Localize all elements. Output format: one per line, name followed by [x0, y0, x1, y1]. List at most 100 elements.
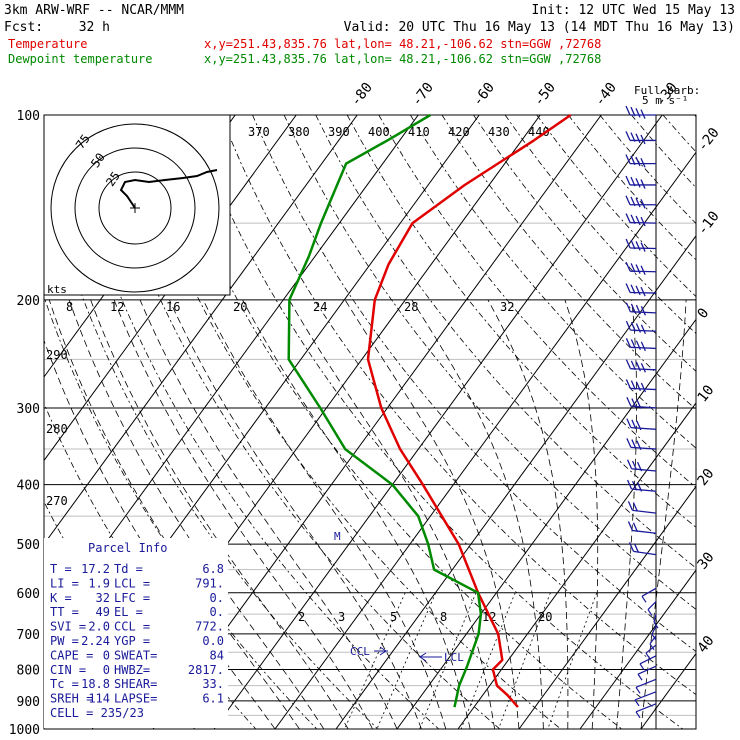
- lcl-marker: LCL: [419, 651, 464, 664]
- pressure-tick-label: 400: [17, 479, 40, 494]
- pressure-tick-label: 200: [17, 294, 40, 309]
- wind-barb: [625, 238, 657, 252]
- parcel-info-cell: CCL =: [114, 620, 150, 634]
- isotherm: [335, 235, 696, 729]
- theta-label: 400: [368, 125, 390, 139]
- isotherm: [518, 485, 696, 729]
- parcel-info-panel: Parcel Info T = 17.2 Td = 6.8 LI = 1.9 LCL = 79…: [44, 538, 228, 728]
- wind-barb: [626, 459, 657, 472]
- parcel-info-cell: SREH =: [50, 692, 93, 706]
- isotherm-label: 20: [695, 466, 718, 489]
- hodograph-unit: kts: [47, 283, 67, 296]
- moist-adiabat: [616, 299, 637, 729]
- isotherm-label: 10: [695, 382, 718, 405]
- wind-barb: [625, 154, 656, 168]
- parcel-info-cell: 772.: [195, 620, 224, 634]
- wind-barb: [626, 438, 657, 451]
- parcel-info-cell: 6.1: [202, 692, 224, 706]
- parcel-info-cell: 114: [88, 692, 110, 706]
- parcel-info-cell: 0.: [210, 591, 224, 605]
- parcel-info-cell: LFC =: [114, 591, 150, 605]
- mixing-ratio-line: [460, 592, 516, 729]
- parcel-info-cell: CIN =: [50, 663, 86, 677]
- parcel-info-cell: TT =: [50, 605, 79, 619]
- wind-barbs: [625, 105, 659, 729]
- dry-adiabat: [378, 115, 696, 488]
- pressure-tick-label: 700: [17, 628, 40, 643]
- wind-barb: [627, 521, 657, 534]
- legend-temperature-info: x,y=251.43,835.76 lat,lon= 48.21,-106.62…: [204, 37, 601, 51]
- dry-adiabat: [44, 171, 379, 729]
- theta-label: 370: [248, 125, 270, 139]
- isotherm: [274, 151, 696, 729]
- isotherm-label: -20: [695, 125, 723, 155]
- parcel-info-cell: SVI =: [50, 620, 86, 634]
- hodograph-ring-label: 50: [88, 150, 108, 170]
- wind-barb: [625, 175, 656, 189]
- isotherm-label: 0: [695, 305, 713, 321]
- moist-adiabat: [288, 299, 495, 729]
- upper-isotherm-label: 20: [233, 300, 247, 314]
- parcel-info-cell: 17.2: [81, 562, 110, 576]
- wind-barb: [626, 397, 657, 409]
- dewpoint-line: [287, 113, 483, 708]
- pressure-tick-label: 100: [17, 109, 40, 124]
- parcel-info-cell: LAPSE=: [114, 692, 157, 706]
- forecast-label: Fcst:: [4, 20, 43, 35]
- parcel-info-cell: 0.: [210, 605, 224, 619]
- pressure-tick-label: 1000: [9, 723, 40, 738]
- isotherm-label: 40: [695, 633, 718, 656]
- mixing-ratio-label: 8: [440, 610, 447, 624]
- parcel-info-cell: LCL =: [114, 576, 150, 590]
- dry-adiabat: [157, 115, 623, 729]
- hodograph-trace: [119, 169, 218, 209]
- wind-barb: [627, 501, 657, 514]
- hodograph-ring-label: 25: [103, 169, 123, 189]
- upper-isotherm-label: 24: [313, 300, 327, 314]
- parcel-info-cell: 32: [96, 591, 110, 605]
- dry-adiabat: [125, 115, 562, 729]
- parcel-info-cell: CAPE =: [50, 648, 93, 662]
- upper-isotherm-label: 8: [66, 300, 73, 314]
- legend-dewpoint-name: Dewpoint temperature: [8, 52, 153, 66]
- isotherm-label: -50: [531, 80, 559, 110]
- mixing-ratio-line: [344, 592, 406, 729]
- upper-isotherm-label: 28: [404, 300, 418, 314]
- moist-adiabat: [202, 299, 447, 729]
- moist-adiabat: [640, 299, 687, 729]
- dry-adiabat: [94, 115, 501, 729]
- theta-side-label: 270: [46, 494, 68, 508]
- sounding-profiles: M: [287, 113, 572, 708]
- wind-barb: [625, 131, 656, 145]
- mixing-ratio-line: [498, 592, 551, 729]
- mixing-ratio-label: 5: [390, 610, 397, 624]
- isotherm-label: -80: [348, 80, 376, 110]
- ccl-label: CCL: [350, 645, 370, 658]
- parcel-info-cell: HWBZ=: [114, 663, 150, 677]
- dry-adiabat: [252, 115, 696, 653]
- moist-adiabat: [169, 299, 422, 729]
- parcel-info-cell-motion: CELL = 235/23: [50, 706, 144, 720]
- hodograph-ring-label: 75: [73, 132, 93, 152]
- parcel-info-cell: 0: [103, 663, 110, 677]
- temperature-line: [366, 113, 572, 708]
- mixed-layer-marker: M: [334, 530, 341, 543]
- mixing-ratio-label: 2: [298, 610, 305, 624]
- parcel-info-cell: K =: [50, 591, 72, 605]
- dry-adiabat: [473, 115, 696, 372]
- parcel-info-cell: 33.: [202, 677, 224, 691]
- moist-adiabat: [90, 299, 349, 729]
- mixing-ratio-line: [547, 592, 598, 729]
- barb-legend-line2: 5 m s⁻¹: [642, 94, 688, 107]
- wind-barb: [625, 195, 656, 209]
- mixing-ratio-line: [419, 592, 477, 729]
- dry-adiabat: [189, 115, 684, 729]
- theta-side-label: 290: [46, 348, 68, 362]
- isotherm-label: -10: [695, 209, 723, 239]
- theta-side-label: 280: [46, 422, 68, 436]
- isotherm: [44, 115, 358, 545]
- isotherm: [396, 318, 696, 729]
- valid-time: Valid: 20 UTC Thu 16 May 13 (14 MDT Thu …: [344, 20, 735, 35]
- mixing-ratio-line: [376, 592, 437, 729]
